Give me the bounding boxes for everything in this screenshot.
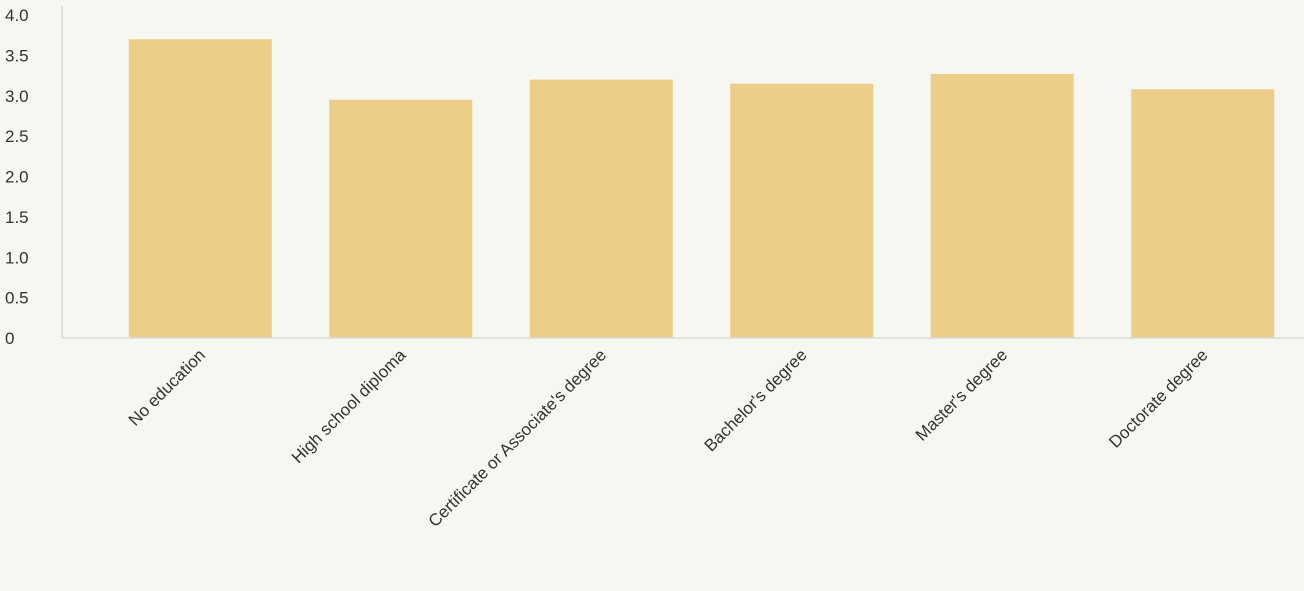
y-tick-label: 3.5: [5, 46, 29, 65]
bar: [129, 39, 272, 338]
bar: [530, 80, 673, 338]
y-tick-label: 2.5: [5, 127, 29, 146]
x-category-label: Bachelor's degree: [701, 345, 811, 455]
y-tick-label: 4.0: [5, 6, 29, 25]
y-tick-label: 0.5: [5, 289, 29, 308]
x-axis-category-labels: No education High school diploma Certifica…: [125, 345, 1212, 531]
y-tick-label: 2.0: [5, 168, 29, 187]
bar: [329, 100, 472, 338]
y-axis-tick-labels: 0 0.5 1.0 1.5 2.0 2.5 3.0 3.5 4.0: [5, 6, 29, 348]
x-category-label: Doctorate degree: [1105, 345, 1211, 451]
x-category-label: Certificate or Associate's degree: [425, 345, 610, 530]
y-tick-label: 3.0: [5, 87, 29, 106]
bar: [1131, 89, 1274, 338]
x-category-label: No education: [125, 345, 209, 429]
x-category-label: Master's degree: [912, 345, 1011, 444]
y-tick-label: 1.5: [5, 208, 29, 227]
bars-group: [129, 39, 1275, 338]
y-tick-label: 1.0: [5, 248, 29, 267]
bar: [730, 84, 873, 338]
x-category-label: High school diploma: [288, 345, 410, 467]
bar: [931, 74, 1074, 338]
y-tick-label: 0: [5, 329, 14, 348]
